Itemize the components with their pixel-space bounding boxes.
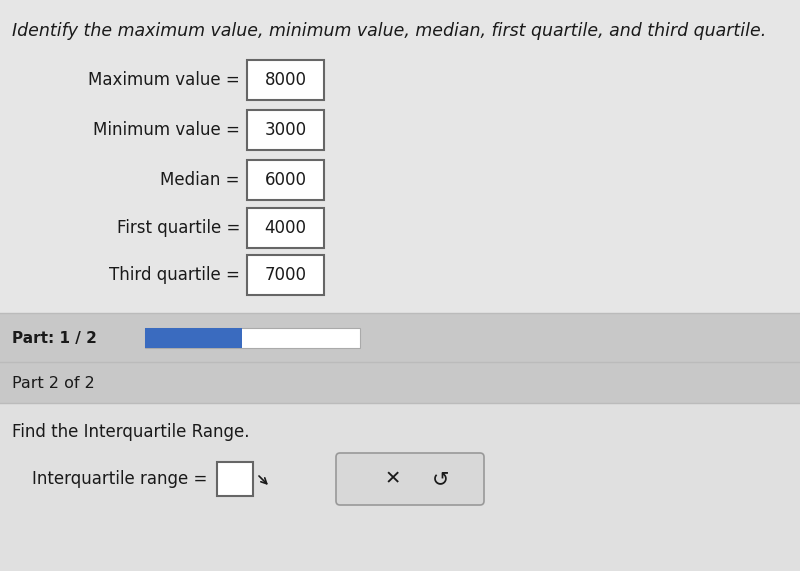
Text: ✕: ✕ [385,469,402,489]
Bar [0,404,800,571]
Text: Minimum value =: Minimum value = [93,121,240,139]
Bar [145,328,242,348]
Text: Third quartile =: Third quartile = [109,266,240,284]
Text: 4000: 4000 [265,219,306,237]
FancyBboxPatch shape [247,255,324,295]
Text: First quartile =: First quartile = [117,219,240,237]
Text: 7000: 7000 [265,266,306,284]
Text: ↺: ↺ [432,469,450,489]
Text: 3000: 3000 [265,121,306,139]
Text: Part 2 of 2: Part 2 of 2 [12,376,94,391]
Bar [0,363,800,403]
Text: Find the Interquartile Range.: Find the Interquartile Range. [12,423,250,441]
Text: 6000: 6000 [265,171,306,189]
Text: Maximum value =: Maximum value = [88,71,240,89]
FancyBboxPatch shape [217,462,253,496]
Text: Part: 1 / 2: Part: 1 / 2 [12,331,97,345]
Bar [145,328,360,348]
FancyBboxPatch shape [247,160,324,200]
Text: Identify the maximum value, minimum value, median, first quartile, and third qua: Identify the maximum value, minimum valu… [12,22,766,40]
Text: Interquartile range =: Interquartile range = [32,470,207,488]
FancyBboxPatch shape [247,110,324,150]
Bar [0,314,800,362]
Text: 8000: 8000 [265,71,306,89]
Bar [0,0,800,310]
FancyBboxPatch shape [336,453,484,505]
FancyBboxPatch shape [247,60,324,100]
FancyBboxPatch shape [247,208,324,248]
Text: Median =: Median = [161,171,240,189]
